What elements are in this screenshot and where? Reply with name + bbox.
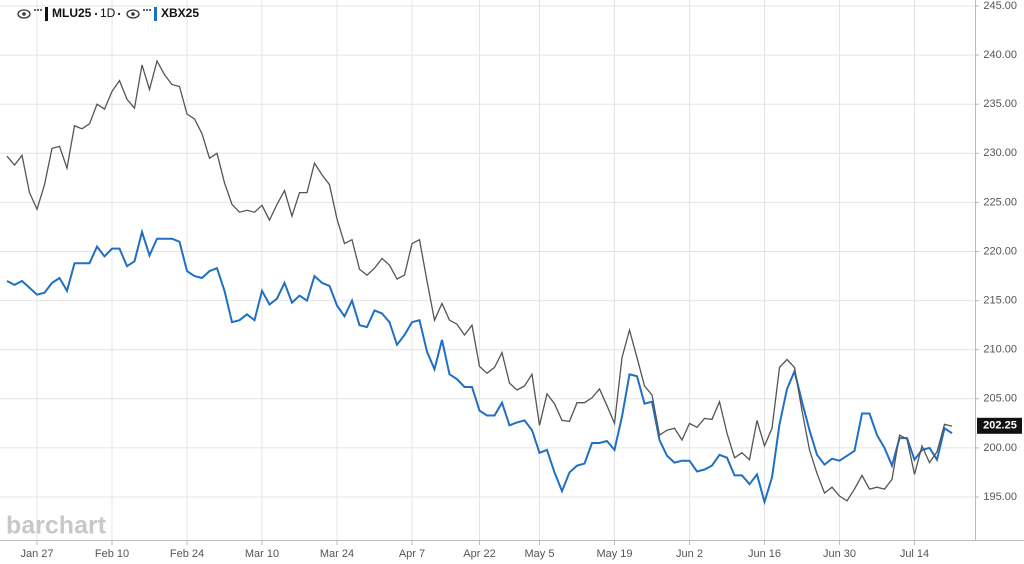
y-tick-label: 215.00	[983, 295, 1017, 307]
x-tick-label: May 5	[525, 548, 555, 560]
legend-interval: 1D	[100, 6, 116, 20]
y-tick-label: 240.00	[983, 49, 1017, 61]
series-line	[6, 228, 953, 506]
x-tick-label: Apr 7	[399, 548, 425, 560]
watermark: barchart	[6, 512, 107, 540]
y-tick-label: 245.00	[983, 0, 1017, 12]
x-tick-label: Mar 10	[245, 548, 279, 560]
x-tick-label: Jul 14	[900, 548, 929, 560]
eye-icon[interactable]	[17, 9, 31, 19]
last-price-box	[977, 417, 1022, 434]
axis: 195.00 200.00 205.00 210.00 215.00 220.00 225.…	[20, 0, 1022, 560]
separator-dot	[94, 12, 98, 16]
legend-swatch	[45, 7, 48, 21]
y-tick-label: 230.00	[983, 147, 1017, 159]
legend-label[interactable]: XBX25	[161, 6, 199, 20]
last-price-label: 202.25	[983, 420, 1017, 432]
y-tick-label: 225.00	[983, 196, 1017, 208]
y-tick-label: 235.00	[983, 98, 1017, 110]
separator-dot	[117, 12, 121, 16]
legend-label[interactable]: MLU25	[52, 6, 92, 20]
lines	[6, 59, 953, 506]
more-icon[interactable]	[34, 9, 42, 11]
eye-icon[interactable]	[126, 9, 140, 19]
y-tick-label: 220.00	[983, 245, 1017, 257]
x-tick-label: Apr 22	[463, 548, 495, 560]
y-tick-label: 205.00	[983, 393, 1017, 405]
x-tick-label: Feb 10	[95, 548, 129, 560]
legend[interactable]: MLU25 1D XBX25	[17, 6, 199, 21]
x-tick-label: Mar 24	[320, 548, 354, 560]
x-tick-label: Feb 24	[170, 548, 204, 560]
x-tick-label: Jun 16	[748, 548, 781, 560]
legend-swatch	[154, 7, 157, 21]
more-icon[interactable]	[143, 9, 151, 11]
x-tick-label: May 19	[596, 548, 632, 560]
series-line	[6, 59, 953, 502]
y-tick-label: 195.00	[983, 491, 1017, 503]
x-tick-label: Jan 27	[20, 548, 53, 560]
y-tick-label: 200.00	[983, 442, 1017, 454]
x-tick-label: Jun 30	[823, 548, 856, 560]
y-tick-label: 210.00	[983, 344, 1017, 356]
x-tick-label: Jun 2	[676, 548, 703, 560]
